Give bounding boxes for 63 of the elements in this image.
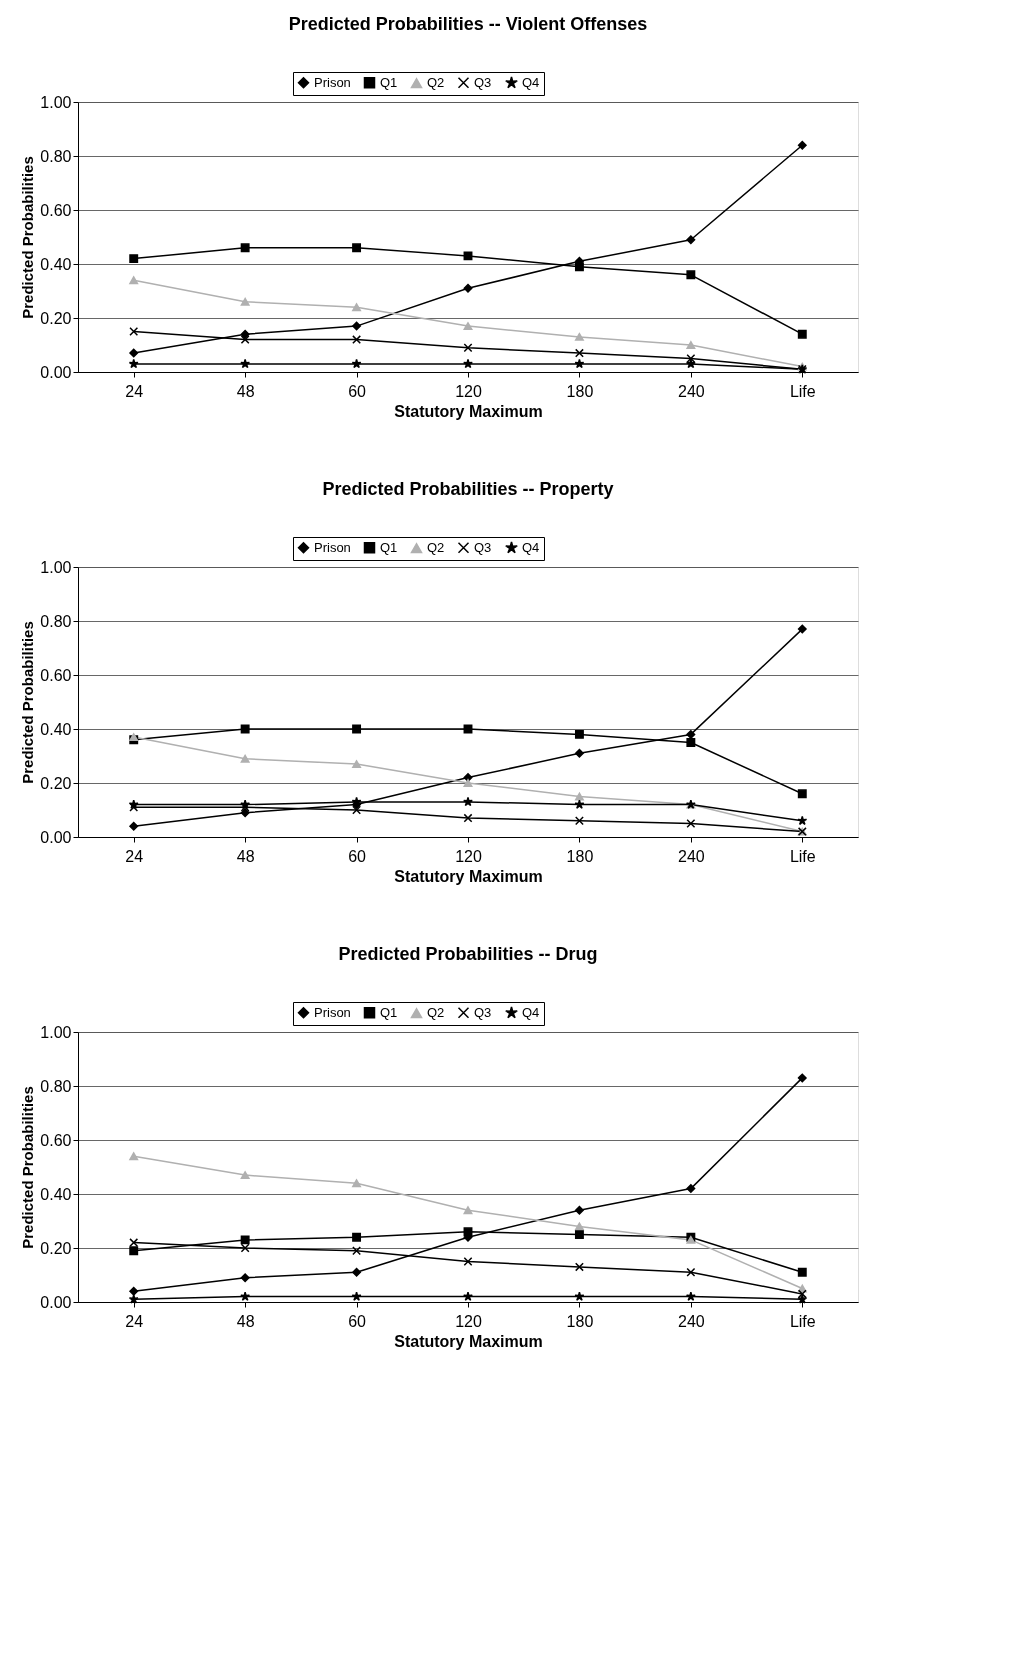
x-tick-label: 60 — [348, 382, 367, 400]
x-tick-label: 24 — [125, 1312, 144, 1330]
x-axis-title: Statutory Maximum — [394, 402, 543, 420]
y-tick-label: 0.00 — [40, 1293, 72, 1311]
y-tick-label: 0.80 — [40, 612, 72, 630]
legend-label: Q3 — [474, 539, 492, 555]
chart-title: Predicted Probabilities -- Property — [322, 478, 614, 499]
x-tick-label: 48 — [236, 847, 255, 865]
legend-label: Q2 — [427, 75, 445, 91]
legend-label: Q2 — [427, 540, 445, 556]
legend-label: Prison — [314, 1004, 351, 1020]
y-tick-label: 0.60 — [40, 201, 72, 219]
y-tick-label: 0.00 — [40, 363, 72, 381]
y-tick-label: 0.20 — [40, 1239, 72, 1257]
legend-label: Q1 — [380, 539, 398, 555]
x-tick-label: 180 — [566, 382, 594, 400]
x-tick-label: 240 — [678, 382, 705, 400]
x-tick-label: 240 — [678, 1312, 705, 1330]
y-tick-label: 0.60 — [40, 1131, 72, 1149]
x-tick-label: 180 — [566, 1312, 594, 1330]
y-tick-label: 0.40 — [40, 255, 72, 273]
x-axis-title: Statutory Maximum — [394, 867, 543, 885]
legend-label: Q1 — [380, 1004, 398, 1020]
x-tick-label: Life — [789, 847, 816, 865]
chart-title: Predicted Probabilities -- Drug — [338, 943, 598, 964]
legend-label: Q4 — [522, 539, 540, 555]
x-tick-label: 120 — [455, 382, 482, 400]
legend-label: Prison — [314, 539, 351, 555]
y-axis-title: Predicted Probabilities — [19, 156, 37, 319]
legend-label: Prison — [314, 74, 351, 90]
x-tick-label: 120 — [455, 847, 482, 865]
x-tick-label: 60 — [348, 847, 367, 865]
y-tick-label: 0.00 — [40, 828, 72, 846]
y-tick-label: 0.40 — [40, 1185, 72, 1203]
y-tick-label: 0.80 — [40, 1077, 72, 1095]
x-tick-label: 180 — [566, 847, 594, 865]
x-axis-title: Statutory Maximum — [394, 1332, 543, 1350]
chart-title: Predicted Probabilities -- Violent Offenses — [288, 13, 648, 34]
x-tick-label: 120 — [455, 1312, 482, 1330]
x-tick-label: Life — [789, 382, 816, 400]
y-axis-title: Predicted Probabilities — [19, 621, 37, 784]
legend-label: Q3 — [474, 1004, 492, 1020]
y-tick-label: 1.00 — [40, 558, 72, 576]
x-tick-label: Life — [789, 1312, 816, 1330]
legend-label: Q2 — [427, 1005, 445, 1021]
y-tick-label: 0.20 — [40, 774, 72, 792]
x-tick-label: 240 — [678, 847, 705, 865]
legend-label: Q4 — [522, 1004, 540, 1020]
legend-label: Q3 — [474, 74, 492, 90]
x-tick-label: 24 — [125, 382, 144, 400]
y-tick-label: 0.60 — [40, 666, 72, 684]
x-tick-label: 48 — [236, 1312, 255, 1330]
y-tick-label: 0.80 — [40, 147, 72, 165]
y-tick-label: 1.00 — [40, 93, 72, 111]
x-tick-label: 60 — [348, 1312, 367, 1330]
y-tick-label: 0.20 — [40, 309, 72, 327]
legend-label: Q4 — [522, 74, 540, 90]
y-tick-label: 1.00 — [40, 1023, 72, 1041]
x-tick-label: 48 — [236, 382, 255, 400]
y-tick-label: 0.40 — [40, 720, 72, 738]
legend-label: Q1 — [380, 74, 398, 90]
x-tick-label: 24 — [125, 847, 144, 865]
y-axis-title: Predicted Probabilities — [19, 1086, 37, 1249]
